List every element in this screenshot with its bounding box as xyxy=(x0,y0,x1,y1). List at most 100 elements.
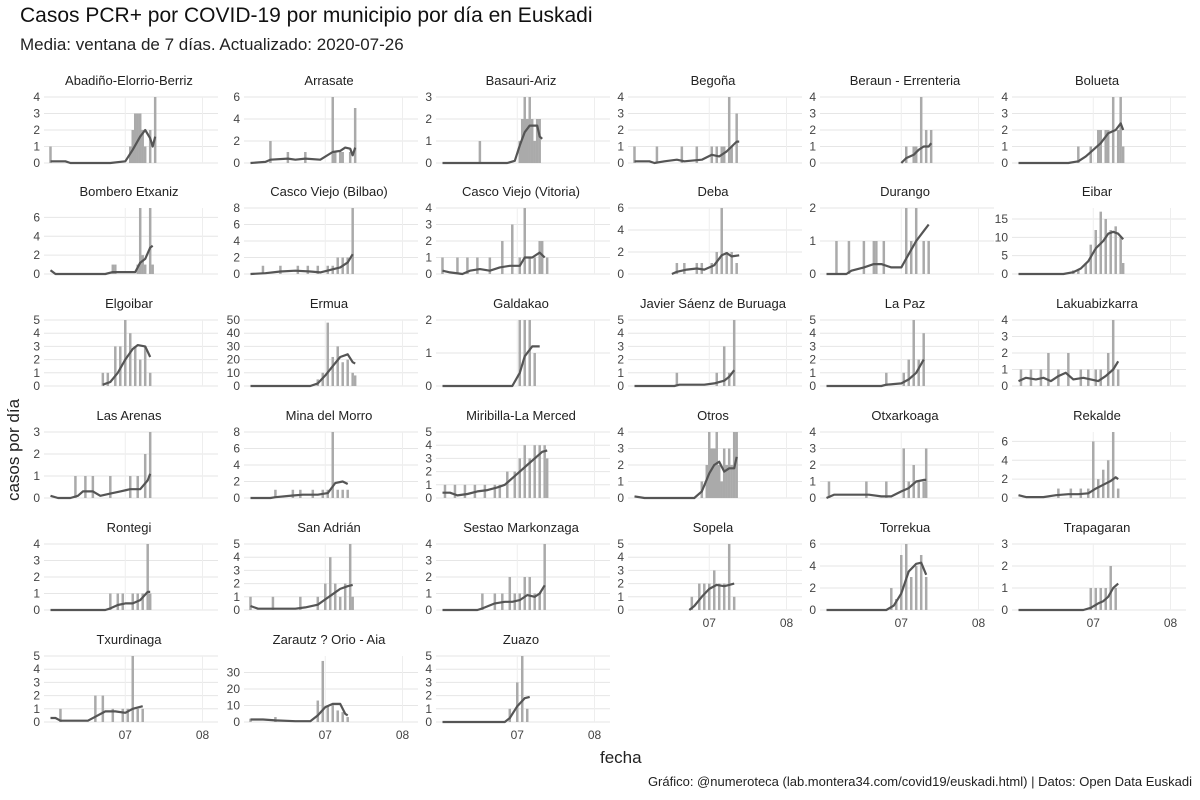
x-tick-label: 08 xyxy=(780,616,794,630)
y-tick-label: 0 xyxy=(1001,156,1008,170)
facet-title: Txurdinaga xyxy=(96,632,162,647)
bar xyxy=(286,152,290,163)
bar xyxy=(131,593,134,610)
bar xyxy=(533,257,536,274)
bar xyxy=(722,346,726,386)
facet-title: Eibar xyxy=(1082,184,1113,199)
y-tick-label: 6 xyxy=(809,537,816,551)
bar xyxy=(543,544,546,610)
y-tick-label: 1 xyxy=(809,366,816,380)
bar xyxy=(133,346,137,386)
bar xyxy=(1116,130,1120,163)
facet-title: Torrekua xyxy=(880,520,931,535)
bar xyxy=(633,146,636,163)
bar xyxy=(1116,488,1120,498)
bar xyxy=(543,445,546,498)
mean-line xyxy=(442,124,543,165)
bar xyxy=(146,544,149,610)
bar xyxy=(506,471,509,498)
bar xyxy=(74,476,77,498)
mean-line xyxy=(900,142,933,164)
bar xyxy=(922,481,925,498)
y-tick-label: 15 xyxy=(995,212,1009,226)
bar xyxy=(523,208,526,274)
bar xyxy=(331,356,334,386)
bar xyxy=(680,146,684,163)
bar xyxy=(466,257,469,274)
bar xyxy=(912,320,915,386)
bar xyxy=(271,596,275,610)
bar xyxy=(708,583,711,610)
bar xyxy=(316,265,320,274)
facet-panel: Galdakao 0 1 2 xyxy=(425,296,610,393)
bar xyxy=(1104,130,1107,163)
bar xyxy=(116,593,120,610)
y-tick-label: 3 xyxy=(1001,330,1008,344)
bar xyxy=(727,372,731,386)
bar xyxy=(151,264,154,274)
y-tick-label: 0 xyxy=(1001,379,1008,393)
y-tick-label: 2 xyxy=(1001,472,1008,486)
bar xyxy=(341,489,344,498)
bar xyxy=(533,141,536,163)
bar xyxy=(875,241,878,274)
bar xyxy=(907,481,910,498)
bar xyxy=(94,695,97,722)
bar xyxy=(1084,263,1088,274)
y-tick-label: 5 xyxy=(425,425,432,439)
bar xyxy=(735,263,738,274)
y-tick-label: 1 xyxy=(425,702,432,716)
bar xyxy=(540,241,544,274)
bar xyxy=(143,454,147,498)
facet-panel: Sestao Markonzaga 0 1 2 3 4 xyxy=(425,520,610,617)
y-tick-label: 3 xyxy=(425,675,432,689)
mean-line xyxy=(50,590,151,612)
bar xyxy=(141,708,144,722)
bar xyxy=(722,146,726,163)
bar xyxy=(513,471,517,498)
x-axis-label: fecha xyxy=(600,748,642,767)
y-tick-label: 0 xyxy=(425,156,432,170)
bar xyxy=(1116,369,1120,386)
y-tick-label: 1 xyxy=(425,346,432,360)
bar xyxy=(114,346,117,386)
bar xyxy=(528,97,531,163)
y-tick-label: 0 xyxy=(33,491,40,505)
bar xyxy=(136,476,139,498)
y-tick-label: 0 xyxy=(33,603,40,617)
y-tick-label: 2 xyxy=(617,123,624,137)
facet-title: Begoña xyxy=(691,73,737,88)
x-tick-label: 08 xyxy=(588,728,602,742)
bar xyxy=(136,113,139,163)
facet-title: Beraun - Errenteria xyxy=(850,73,961,88)
facet-title: Rekalde xyxy=(1073,408,1121,423)
bar xyxy=(261,265,265,274)
bar xyxy=(478,141,482,163)
bar xyxy=(523,320,526,386)
bar xyxy=(675,263,679,274)
facet-title: Deba xyxy=(697,184,729,199)
bar xyxy=(865,481,868,498)
bar xyxy=(521,656,524,722)
facet-title: Otxarkoaga xyxy=(871,408,939,423)
y-tick-label: 0 xyxy=(809,603,816,617)
bar xyxy=(545,458,549,498)
bar xyxy=(914,146,918,163)
facet-title: Basauri-Ariz xyxy=(486,73,557,88)
y-tick-label: 3 xyxy=(809,107,816,121)
facet-panel: Basauri-Ariz 0 1 2 3 xyxy=(425,73,610,170)
mean-line xyxy=(50,705,143,722)
mean-line xyxy=(250,583,353,610)
facet-panel: Torrekua 0 2 4 6 07 08 xyxy=(809,520,994,630)
y-tick-label: 3 xyxy=(33,107,40,121)
bar xyxy=(720,208,723,274)
mean-line xyxy=(250,702,349,723)
facet-title: San Adrián xyxy=(297,520,361,535)
bar xyxy=(835,241,838,274)
bar xyxy=(523,97,526,163)
y-tick-label: 3 xyxy=(1001,107,1008,121)
y-tick-label: 3 xyxy=(233,563,240,577)
